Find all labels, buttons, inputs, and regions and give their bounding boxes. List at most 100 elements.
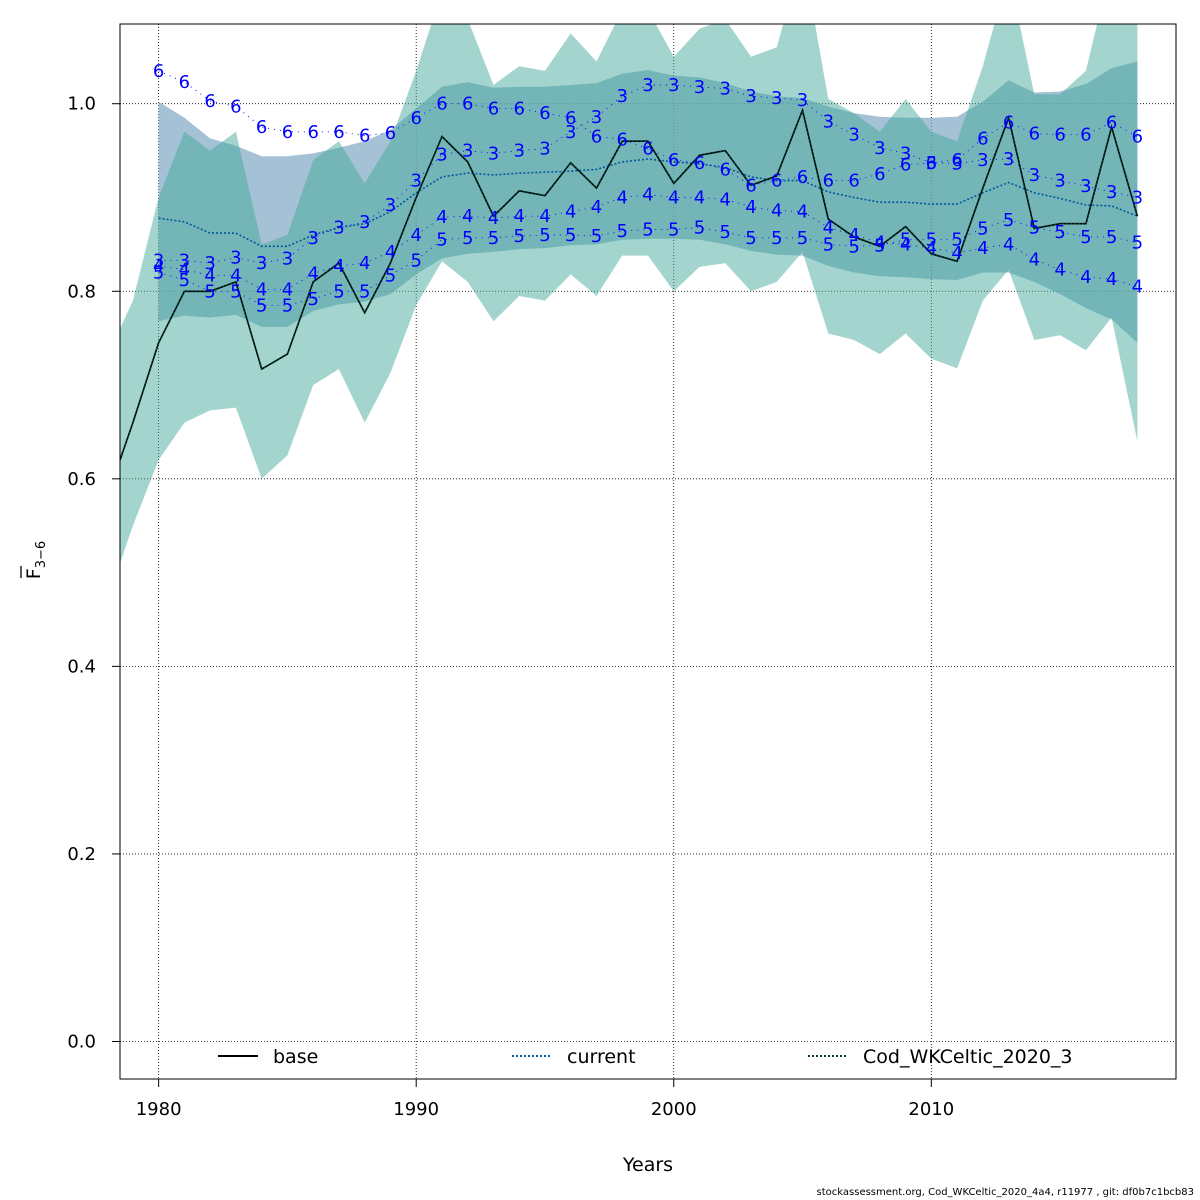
age-6-label: 6	[565, 108, 576, 129]
age-6-label: 6	[900, 155, 911, 176]
age-5-label: 5	[823, 234, 834, 255]
age-5-label: 5	[848, 236, 859, 257]
age-4-label: 4	[591, 197, 602, 218]
age-5-label: 5	[977, 218, 988, 239]
x-tick-label: 2010	[908, 1099, 954, 1120]
age-3-label: 3	[745, 86, 756, 107]
age-5-label: 5	[900, 230, 911, 251]
age-6-label: 6	[591, 127, 602, 148]
age-3-label: 3	[256, 253, 267, 274]
age-3-label: 3	[410, 171, 421, 192]
age-6-label: 6	[1054, 125, 1065, 146]
age-5-label: 5	[179, 270, 190, 291]
age-5-label: 5	[385, 265, 396, 286]
age-3-label: 3	[153, 250, 164, 271]
age-6-label: 6	[153, 61, 164, 82]
age-4-label: 4	[745, 197, 756, 218]
age-4-label: 4	[204, 265, 215, 286]
band-current	[158, 61, 1138, 343]
grid-lines	[120, 24, 1176, 1079]
age-3-label: 3	[617, 86, 628, 107]
age-5-label: 5	[230, 281, 241, 302]
age-3-label: 3	[977, 150, 988, 171]
age-3-label: 3	[282, 248, 293, 269]
age-6-label: 6	[410, 108, 421, 129]
age-3-label: 3	[513, 141, 524, 162]
age-4-label: 4	[1106, 269, 1117, 290]
age-6-label: 6	[1029, 124, 1040, 145]
age-6-label: 6	[745, 175, 756, 196]
age-4-label: 4	[617, 187, 628, 208]
y-tick-label: 0.4	[67, 656, 96, 677]
legend-label: current	[567, 1046, 636, 1068]
age-3-label: 3	[926, 153, 937, 174]
age-3-label: 3	[848, 125, 859, 146]
age-3-label: 3	[951, 154, 962, 175]
line-current	[158, 158, 1138, 248]
age-4-label: 4	[513, 206, 524, 227]
age-6-label: 6	[462, 94, 473, 115]
y-tick-label: 0.0	[67, 1031, 96, 1052]
age-5-label: 5	[797, 228, 808, 249]
age-3-label: 3	[1132, 187, 1143, 208]
age-5-label: 5	[1029, 217, 1040, 238]
age-5-label: 5	[720, 222, 731, 243]
y-axis-title-main: F	[23, 568, 45, 579]
age-4-label: 4	[642, 185, 653, 206]
footer-attribution: stockassessment.org, Cod_WKCeltic_2020_4…	[816, 1187, 1194, 1198]
x-axis-title: Years	[622, 1154, 673, 1176]
age-6-label: 6	[179, 72, 190, 93]
legend-label: base	[273, 1046, 318, 1068]
age-3-line	[158, 84, 1138, 264]
age-3-label: 3	[204, 253, 215, 274]
age-4-label: 4	[771, 201, 782, 222]
age-4-label: 4	[436, 207, 447, 228]
age-5-label: 5	[436, 230, 447, 251]
age-3-label: 3	[1106, 182, 1117, 203]
legend: base current Cod_WKCeltic_2020_3	[218, 1046, 1073, 1068]
age-6-label: 6	[823, 171, 834, 192]
age-5-label: 5	[951, 230, 962, 251]
age-5-label: 5	[462, 228, 473, 249]
confidence-bands	[120, 24, 1138, 564]
line-cod-wkceltic-2020-3	[120, 107, 1139, 461]
age-3-label: 3	[642, 75, 653, 96]
band-cod-wkceltic-2020-3	[120, 24, 1138, 564]
age-3-label: 3	[591, 107, 602, 128]
age-6-label: 6	[385, 123, 396, 144]
age-4-label: 4	[823, 217, 834, 238]
age-5-label: 5	[642, 219, 653, 240]
age-4-label: 4	[359, 253, 370, 274]
x-tick-label: 1980	[136, 1099, 182, 1120]
age-4-label: 4	[488, 208, 499, 229]
age-4-label: 4	[179, 260, 190, 281]
age-6-label: 6	[282, 122, 293, 143]
age-4-label: 4	[1003, 234, 1014, 255]
age-5-label: 5	[745, 228, 756, 249]
svg-text:F3−6: F3−6	[23, 541, 49, 579]
age-5-label: 5	[926, 230, 937, 251]
age-6-label: 6	[359, 126, 370, 147]
age-6-label: 6	[617, 129, 628, 150]
age-3-label: 3	[307, 228, 318, 249]
age-6-label: 6	[256, 117, 267, 138]
age-6-label: 6	[513, 98, 524, 119]
age-3-label: 3	[1003, 149, 1014, 170]
age-4-label: 4	[333, 256, 344, 277]
age-3-label: 3	[488, 143, 499, 164]
age-4-label: 4	[230, 265, 241, 286]
age-6-label: 6	[539, 103, 550, 124]
axes: 1980 1990 2000 2010 0.0 0.2 0.4 0.6 0.8 1.0	[67, 94, 954, 1120]
age-3-label: 3	[874, 138, 885, 159]
y-axis-title: F3−6	[20, 541, 49, 579]
age-6-label: 6	[668, 150, 679, 171]
age-3-label: 3	[179, 250, 190, 271]
age-5-label: 5	[359, 281, 370, 302]
age-3-label: 3	[1054, 171, 1065, 192]
age-3-label: 3	[1029, 165, 1040, 186]
age-4-label: 4	[1132, 277, 1143, 298]
age-4-label: 4	[874, 233, 885, 254]
age-6-label: 6	[204, 91, 215, 112]
age-5-label: 5	[307, 289, 318, 310]
